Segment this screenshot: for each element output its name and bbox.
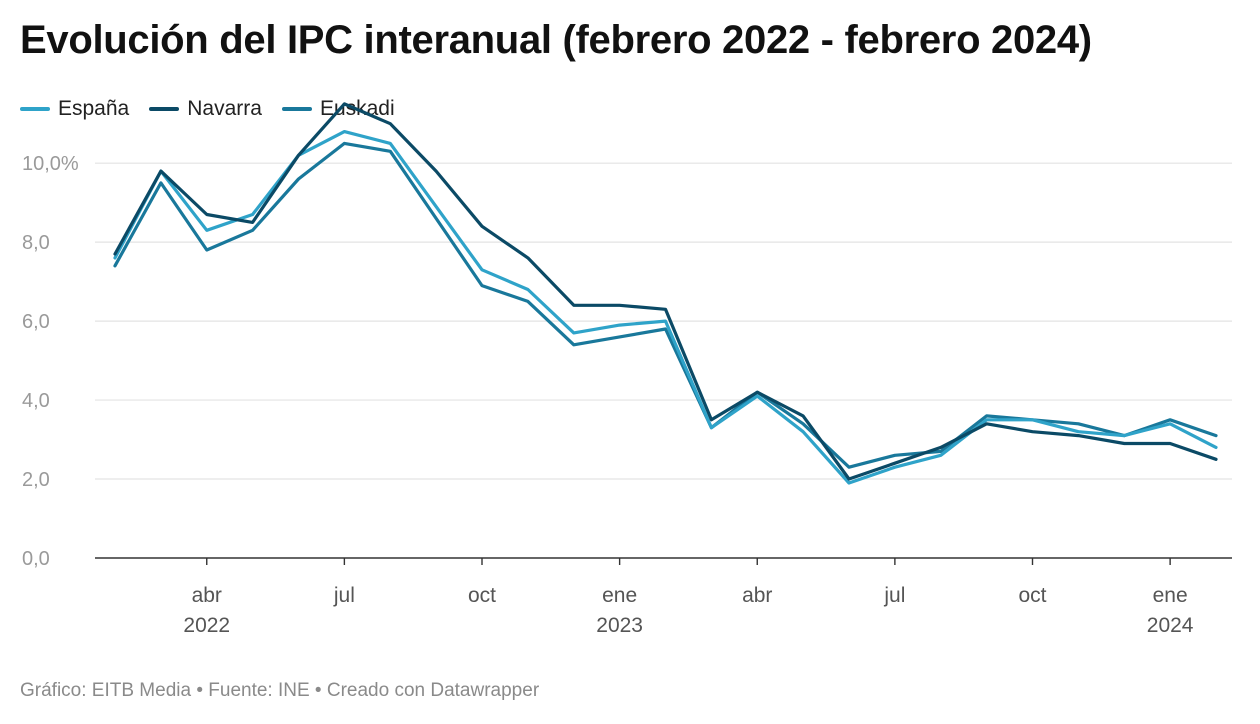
x-axis: abr 2022 jul oct ene 2023 abr jul oct ene 2024: [95, 557, 1232, 637]
x-tick-label: ene: [602, 584, 637, 607]
x-tick-year-label: 2022: [183, 614, 230, 637]
series-line-navarra: [113, 102, 1218, 481]
series-lines: [113, 102, 1218, 485]
y-tick-label: 10,0%: [22, 153, 79, 175]
x-tick-label: oct: [468, 584, 496, 607]
x-tick-year-label: 2024: [1147, 614, 1194, 637]
x-tick-label: jul: [883, 584, 905, 607]
x-tick-label: abr: [742, 584, 772, 607]
x-tick-label: abr: [192, 584, 222, 607]
y-tick-label: 2,0: [22, 469, 50, 491]
series-line-euskadi: [113, 141, 1218, 469]
chart-title: Evolución del IPC interanual (febrero 20…: [20, 18, 1092, 62]
footer-credits: Gráfico: EITB Media • Fuente: INE • Crea…: [20, 680, 540, 701]
x-tick-label: jul: [333, 584, 355, 607]
x-tick-year-label: 2023: [596, 614, 643, 637]
x-tick-label: oct: [1018, 584, 1046, 607]
legend-item: España: [20, 97, 129, 121]
legend: España Navarra Euskadi: [20, 97, 395, 121]
legend-label: España: [58, 97, 130, 120]
y-axis-labels: 0,0 2,0 4,0 6,0 8,0 10,0%: [22, 153, 79, 570]
gridlines: [95, 162, 1232, 480]
y-tick-label: 0,0: [22, 548, 50, 570]
y-tick-label: 4,0: [22, 390, 50, 412]
legend-swatch: [20, 107, 50, 111]
y-tick-label: 6,0: [22, 311, 50, 333]
y-tick-label: 8,0: [22, 232, 50, 254]
x-tick-label: ene: [1153, 584, 1188, 607]
legend-swatch: [149, 107, 180, 111]
legend-label: Navarra: [187, 97, 262, 120]
legend-item: Navarra: [149, 97, 262, 121]
legend-swatch: [281, 107, 312, 111]
